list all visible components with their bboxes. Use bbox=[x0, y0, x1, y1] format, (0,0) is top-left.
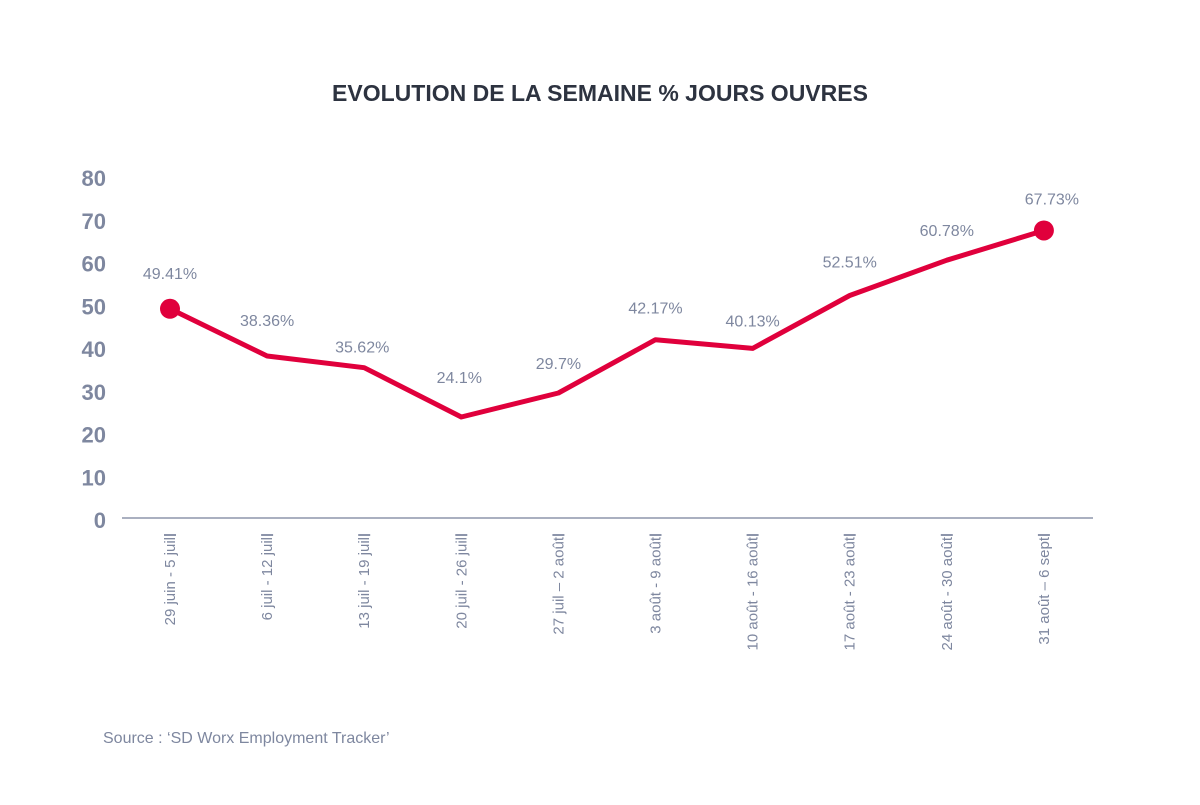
x-tick-label: 3 août - 9 août bbox=[648, 536, 665, 634]
y-tick-label: 30 bbox=[82, 380, 106, 405]
y-axis: 0 10 20 30 40 50 60 70 80 bbox=[82, 166, 106, 533]
data-point-marker bbox=[1033, 220, 1054, 241]
x-tick-label: 31 août – 6 sept bbox=[1036, 536, 1053, 644]
y-tick-label: 70 bbox=[82, 209, 106, 234]
data-label: 67.73% bbox=[1025, 191, 1079, 208]
y-tick-label: 20 bbox=[82, 423, 106, 448]
data-label: 60.78% bbox=[920, 223, 974, 240]
y-tick-label: 10 bbox=[82, 465, 106, 490]
data-label: 49.41% bbox=[143, 266, 197, 283]
data-point-marker bbox=[160, 298, 180, 319]
source-note: Source : ‘SD Worx Employment Tracker’ bbox=[103, 730, 390, 747]
x-tick-label: 6 juil - 12 juil bbox=[259, 537, 276, 620]
data-label: 42.17% bbox=[628, 301, 682, 318]
series-line bbox=[167, 228, 1047, 420]
x-axis: 29 juin - 5 juil 6 juil - 12 juil 13 juil … bbox=[162, 534, 1053, 650]
x-tick-label: 17 août - 23 août bbox=[842, 536, 859, 650]
data-label: 40.13% bbox=[725, 313, 779, 330]
data-label: 29.7% bbox=[536, 356, 581, 373]
y-tick-label: 60 bbox=[82, 252, 106, 277]
data-label: 35.62% bbox=[335, 340, 389, 357]
y-tick-label: 40 bbox=[82, 337, 106, 362]
x-tick-label: 27 juil – 2 août bbox=[550, 536, 567, 634]
x-tick-label: 10 août - 16 août bbox=[745, 536, 762, 650]
x-tick-label: 29 juin - 5 juil bbox=[162, 537, 179, 625]
y-tick-label: 0 bbox=[94, 508, 106, 533]
x-tick-label: 20 juil - 26 juil bbox=[453, 537, 470, 629]
data-points bbox=[160, 220, 1054, 319]
data-label: 24.1% bbox=[437, 370, 482, 387]
data-labels: 49.41% 38.36% 35.62% 24.1% 29.7% 42.17% 40.13%… bbox=[143, 191, 1079, 387]
x-tick-label: 13 juil - 19 juil bbox=[356, 537, 373, 629]
y-tick-label: 80 bbox=[82, 166, 106, 191]
x-tick-label: 24 août - 30 août bbox=[939, 536, 956, 650]
data-label: 38.36% bbox=[240, 313, 294, 330]
y-tick-label: 50 bbox=[82, 294, 106, 319]
data-label: 52.51% bbox=[823, 255, 877, 272]
chart-title: EVOLUTION DE LA SEMAINE % JOURS OUVRES bbox=[332, 80, 868, 106]
